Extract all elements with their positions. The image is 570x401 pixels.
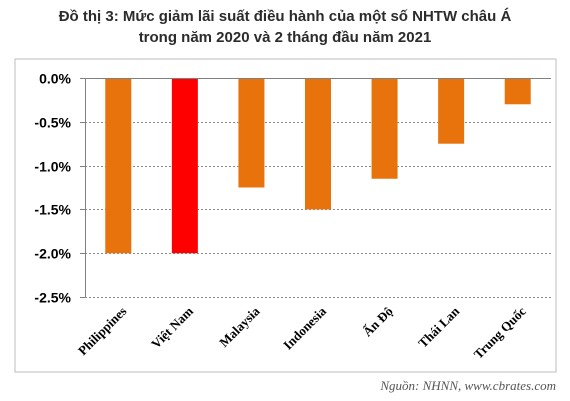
bar-1 bbox=[171, 78, 198, 254]
x-tick-label: Việt Nam bbox=[148, 303, 196, 351]
chart-title-line-1: Đồ thị 3: Mức giảm lãi suất điều hành củ… bbox=[58, 8, 512, 25]
x-tick-label: Philippines bbox=[75, 304, 130, 359]
y-tick-label: -0.5% bbox=[34, 115, 71, 131]
chart-frame bbox=[14, 58, 557, 373]
source-note: Nguồn: NHNN, www.cbrates.com bbox=[380, 378, 556, 393]
chart-title: Đồ thị 3: Mức giảm lãi suất điều hành củ… bbox=[0, 6, 570, 48]
bar-2 bbox=[238, 78, 265, 188]
y-tick-label: -2.0% bbox=[34, 246, 71, 262]
bar-4 bbox=[371, 78, 398, 179]
y-tick-label: 0.0% bbox=[39, 71, 71, 87]
x-tick-label: Indonesia bbox=[280, 303, 329, 352]
bar-6 bbox=[504, 78, 531, 105]
bar-5 bbox=[438, 78, 465, 144]
x-tick-label: Trung Quốc bbox=[471, 303, 529, 361]
chart-title-line-2: trong năm 2020 và 2 tháng đầu năm 2021 bbox=[138, 29, 432, 46]
bar-0 bbox=[105, 78, 132, 254]
x-tick-label: Malaysia bbox=[216, 303, 263, 350]
y-tick-label: -1.5% bbox=[34, 202, 71, 218]
bar-3 bbox=[305, 78, 331, 210]
y-tick-label: -2.5% bbox=[34, 290, 71, 306]
x-tick-label: Ấn Độ bbox=[360, 304, 396, 340]
x-tick-label: Thái Lan bbox=[415, 303, 463, 351]
y-tick-label: -1.0% bbox=[34, 159, 71, 175]
